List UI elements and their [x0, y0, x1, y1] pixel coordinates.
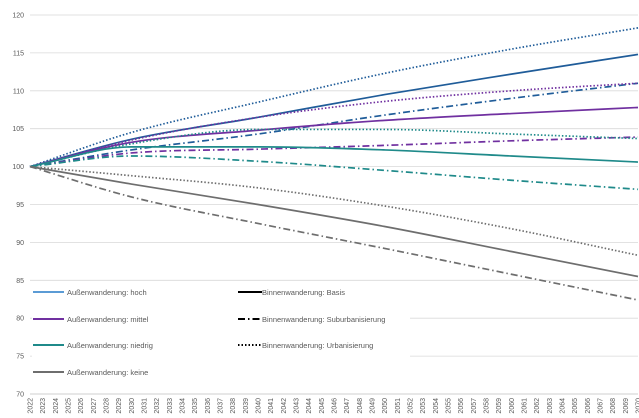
series-line-5 — [29, 136, 639, 168]
x-tick-label: 2040 — [256, 398, 263, 414]
legend-label-aussen-mittel: Außenwanderung: mittel — [67, 315, 149, 324]
series-line-10 — [29, 165, 639, 278]
series-line-3 — [29, 82, 639, 168]
y-tick-label: 90 — [16, 240, 24, 247]
y-tick-label: 115 — [13, 50, 24, 57]
x-tick-label: 2064 — [560, 398, 567, 414]
x-tick-label: 2041 — [268, 398, 275, 414]
x-tick-label: 2055 — [446, 398, 453, 414]
y-tick-label: 70 — [16, 392, 24, 399]
legend-item-aussen-hoch: Außenwanderung: hoch — [33, 288, 147, 297]
legend-item-aussen-niedrig: Außenwanderung: niedrig — [33, 341, 153, 350]
x-tick-label: 2022 — [28, 398, 35, 414]
y-tick-label: 85 — [16, 278, 24, 285]
x-tick-label: 2066 — [585, 398, 592, 414]
y-tick-label: 75 — [16, 354, 24, 361]
x-tick-label: 2059 — [496, 398, 503, 414]
series-line-8 — [29, 155, 639, 191]
x-tick-label: 2025 — [66, 398, 73, 414]
x-tick-label: 2032 — [154, 398, 161, 414]
series-line-11 — [29, 165, 639, 301]
legend-label-aussen-keine: Außenwanderung: keine — [67, 368, 148, 377]
x-tick-label: 2035 — [192, 398, 199, 414]
x-tick-label: 2023 — [40, 398, 47, 414]
legend-item-binnen-basis: Binnenwanderung: Basis — [238, 288, 345, 297]
x-tick-label: 2057 — [471, 398, 478, 414]
x-tick-label: 2063 — [547, 398, 554, 414]
x-tick-label: 2060 — [509, 398, 516, 414]
series-line-1 — [29, 53, 639, 168]
x-tick-label: 2042 — [281, 398, 288, 414]
series-line-4 — [29, 106, 639, 168]
x-tick-label: 2027 — [91, 398, 98, 414]
x-axis-tick-labels: 2022 2023 2024 2025 2026 2027 2028 2029 2030 2031… — [28, 398, 639, 414]
legend: Außenwanderung: hoch Außenwanderung: mit… — [32, 283, 410, 383]
x-tick-label: 2034 — [180, 398, 187, 414]
x-tick-label: 2044 — [306, 398, 313, 414]
y-axis-tick-labels: 70 75 80 85 90 95 100 105 110 115 120 — [12, 13, 24, 399]
x-tick-label: 2036 — [205, 398, 212, 414]
legend-item-aussen-mittel: Außenwanderung: mittel — [33, 315, 149, 324]
x-tick-label: 2033 — [167, 398, 174, 414]
x-tick-label: 2043 — [294, 398, 301, 414]
x-tick-label: 2045 — [319, 398, 326, 414]
x-tick-label: 2030 — [129, 398, 136, 414]
x-tick-label: 2052 — [408, 398, 415, 414]
legend-label-binnen-basis: Binnenwanderung: Basis — [262, 288, 345, 297]
x-tick-label: 2031 — [142, 398, 149, 414]
x-tick-label: 2069 — [623, 398, 630, 414]
x-tick-label: 2067 — [598, 398, 605, 414]
x-tick-label: 2058 — [484, 398, 491, 414]
x-tick-label: 2048 — [357, 398, 364, 414]
x-tick-label: 2037 — [218, 398, 225, 414]
legend-item-aussen-keine: Außenwanderung: keine — [33, 368, 148, 377]
legend-label-aussen-hoch: Außenwanderung: hoch — [67, 288, 147, 297]
series-line-6 — [29, 128, 639, 168]
x-tick-label: 2054 — [433, 398, 440, 414]
y-tick-label: 100 — [12, 164, 24, 171]
series-line-9 — [29, 165, 639, 257]
x-tick-label: 2065 — [572, 398, 579, 414]
x-tick-label: 2046 — [332, 398, 339, 414]
y-tick-label: 110 — [13, 88, 24, 95]
legend-label-binnen-urbanisierung: Binnenwanderung: Urbanisierung — [262, 341, 373, 350]
series-line-0 — [29, 27, 639, 168]
series-lines — [29, 27, 639, 301]
x-tick-label: 2056 — [458, 398, 465, 414]
x-tick-label: 2050 — [382, 398, 389, 414]
x-tick-label: 2062 — [534, 398, 541, 414]
x-tick-label: 2039 — [243, 398, 250, 414]
x-tick-label: 2038 — [230, 398, 237, 414]
x-tick-label: 2068 — [610, 398, 617, 414]
x-tick-label: 2053 — [420, 398, 427, 414]
x-tick-label: 2026 — [78, 398, 85, 414]
y-tick-label: 80 — [16, 316, 24, 323]
x-tick-label: 2047 — [344, 398, 351, 414]
x-tick-label: 2028 — [104, 398, 111, 414]
legend-item-binnen-urbanisierung: Binnenwanderung: Urbanisierung — [238, 341, 373, 350]
y-tick-label: 95 — [16, 202, 24, 209]
legend-item-binnen-suburbanisierung: Binnenwanderung: Suburbanisierung — [238, 315, 385, 324]
x-tick-label: 2049 — [370, 398, 377, 414]
y-tick-label: 120 — [12, 13, 24, 20]
legend-background — [32, 283, 410, 383]
legend-label-binnen-suburbanisierung: Binnenwanderung: Suburbanisierung — [262, 315, 385, 324]
series-line-2 — [29, 82, 639, 168]
x-tick-label: 2061 — [522, 398, 529, 414]
x-tick-label: 2024 — [53, 398, 60, 414]
series-line-7 — [29, 146, 639, 168]
x-tick-label: 2051 — [395, 398, 402, 414]
x-tick-label: 2029 — [116, 398, 123, 414]
y-tick-label: 105 — [12, 126, 24, 133]
legend-label-aussen-niedrig: Außenwanderung: niedrig — [67, 341, 153, 350]
x-tick-label: 2070 — [636, 398, 639, 414]
